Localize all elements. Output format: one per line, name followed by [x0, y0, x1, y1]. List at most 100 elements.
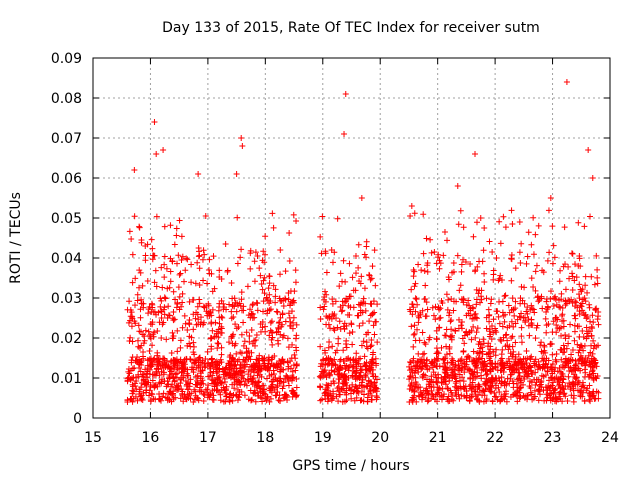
- data-point: [426, 365, 433, 372]
- data-point: [178, 369, 185, 376]
- data-point: [458, 322, 465, 329]
- data-point: [558, 332, 565, 339]
- data-point: [254, 379, 261, 386]
- data-point: [429, 364, 436, 371]
- data-point: [204, 389, 211, 396]
- data-point: [139, 331, 146, 338]
- data-point: [282, 376, 289, 383]
- data-point: [476, 258, 483, 265]
- data-point: [556, 303, 563, 310]
- data-point: [492, 364, 499, 371]
- data-point: [185, 372, 192, 379]
- data-point: [455, 385, 462, 392]
- data-point: [569, 286, 576, 293]
- data-point: [411, 283, 418, 290]
- data-point: [512, 339, 519, 346]
- data-point: [535, 298, 542, 305]
- data-point: [259, 257, 266, 264]
- data-point: [346, 330, 353, 337]
- data-point: [190, 339, 197, 346]
- data-point: [472, 388, 479, 395]
- data-point: [327, 325, 334, 332]
- data-point: [235, 377, 242, 384]
- data-point: [525, 229, 532, 236]
- data-point: [138, 392, 145, 399]
- data-point: [424, 398, 431, 405]
- data-point: [176, 217, 183, 224]
- data-point: [136, 267, 143, 274]
- data-point: [211, 285, 218, 292]
- data-point: [351, 397, 358, 404]
- data-point: [268, 318, 275, 325]
- data-point: [366, 386, 373, 392]
- data-point: [342, 278, 349, 285]
- data-point: [177, 395, 184, 402]
- data-point: [192, 381, 199, 388]
- data-point: [411, 330, 418, 337]
- data-point: [246, 306, 253, 313]
- data-point: [209, 359, 216, 366]
- data-point: [124, 378, 131, 385]
- data-point: [450, 307, 457, 314]
- data-point: [229, 295, 236, 302]
- data-point: [581, 223, 588, 230]
- data-point: [253, 332, 260, 339]
- data-point: [505, 355, 512, 362]
- data-point: [537, 342, 544, 349]
- data-point: [261, 274, 268, 281]
- data-point: [280, 332, 287, 339]
- data-point: [488, 376, 495, 383]
- data-point: [367, 300, 374, 307]
- data-point: [169, 329, 176, 336]
- data-point: [345, 364, 352, 371]
- data-point: [259, 324, 266, 331]
- data-point: [561, 224, 568, 231]
- data-point: [321, 303, 328, 310]
- data-point: [289, 388, 296, 395]
- data-point: [563, 79, 570, 85]
- data-point: [248, 396, 255, 403]
- data-point: [332, 349, 339, 356]
- data-point: [412, 280, 419, 287]
- data-point: [289, 298, 296, 305]
- data-point: [370, 349, 377, 356]
- data-point: [248, 327, 255, 334]
- data-point: [317, 233, 324, 240]
- data-point: [207, 334, 214, 341]
- data-point: [452, 383, 458, 390]
- data-point: [127, 334, 134, 341]
- data-point: [262, 233, 269, 240]
- data-point: [170, 288, 177, 295]
- data-point: [372, 386, 379, 393]
- data-point: [204, 348, 211, 355]
- data-point: [195, 253, 202, 260]
- data-point: [200, 380, 207, 387]
- data-point: [254, 252, 261, 259]
- data-point: [137, 393, 144, 400]
- data-point: [479, 344, 486, 351]
- data-point: [372, 373, 379, 380]
- data-point: [253, 360, 260, 367]
- data-point: [269, 330, 276, 337]
- data-point: [353, 270, 360, 277]
- data-point: [217, 397, 224, 404]
- data-point: [174, 327, 181, 334]
- data-point: [517, 260, 524, 267]
- data-point: [187, 376, 194, 383]
- data-point: [576, 253, 583, 260]
- data-point: [161, 369, 168, 376]
- data-point: [369, 356, 376, 363]
- data-point: [273, 308, 280, 315]
- data-point: [459, 365, 466, 372]
- data-point: [239, 143, 246, 149]
- data-point: [466, 302, 473, 309]
- data-point: [444, 385, 451, 392]
- data-point: [587, 318, 594, 325]
- data-point: [419, 329, 426, 336]
- data-point: [216, 267, 223, 274]
- data-point: [537, 379, 544, 386]
- data-point: [458, 319, 465, 326]
- data-point: [270, 282, 277, 289]
- data-point: [196, 265, 203, 272]
- data-point: [550, 242, 557, 249]
